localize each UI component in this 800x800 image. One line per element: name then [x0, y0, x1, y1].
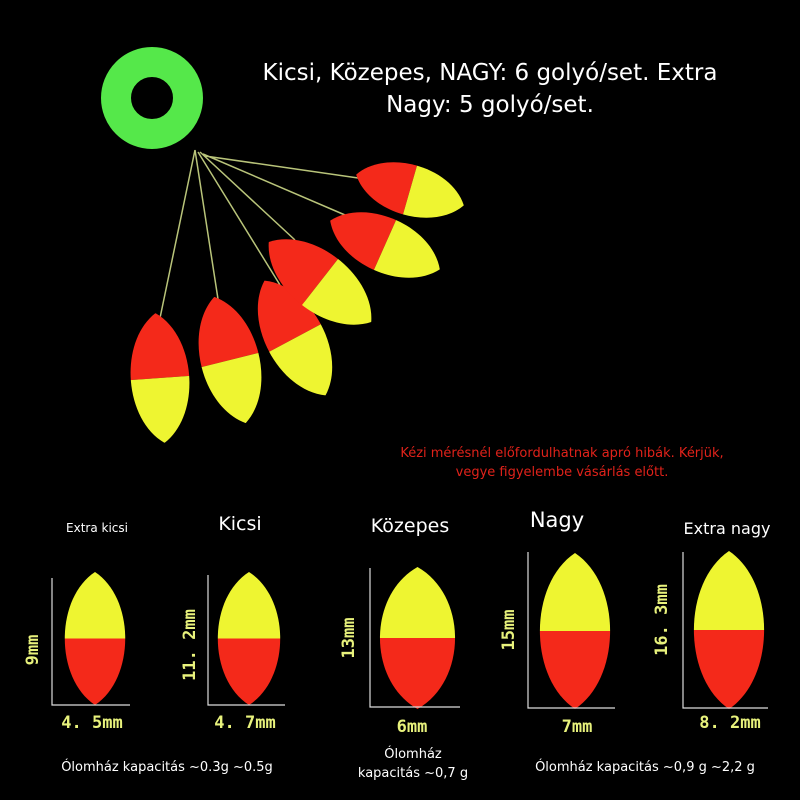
header-line: Nagy: 5 golyó/set. [386, 92, 594, 118]
rig-illustration [101, 47, 471, 445]
capacity-note: Ólomház kapacitás ~0.3g ~0.5g [61, 759, 273, 775]
measure-lines [51, 552, 768, 709]
capacity-note: Ólomház kapacitás ~0,9 g ~2,2 g [535, 759, 755, 775]
cords [159, 149, 373, 326]
height-label: 16. 3mm [652, 584, 672, 656]
size-name: Extra kicsi [66, 521, 128, 535]
height-label: 13mm [339, 618, 359, 659]
size-name: Kicsi [218, 513, 261, 535]
ring [101, 47, 203, 149]
notice-line: Kézi mérésnél előfordulhatnak apró hibák… [400, 446, 723, 461]
size-name: Közepes [371, 515, 449, 537]
width-label: 7mm [562, 717, 593, 737]
header-line: Kicsi, Közepes, NAGY: 6 golyó/set. Extra [263, 60, 718, 86]
width-label: 6mm [397, 717, 428, 737]
capacity-note: kapacitás ~0,7 g [358, 766, 468, 781]
width-label: 8. 2mm [699, 713, 760, 733]
size-name: Extra nagy [684, 519, 771, 538]
height-label: 11. 2mm [180, 609, 200, 681]
size-name: Nagy [530, 508, 584, 532]
notice-line: vegye figyelembe vásárlás előtt. [456, 465, 669, 480]
capacity-note: Ólomház [384, 746, 442, 762]
width-label: 4. 7mm [214, 713, 275, 733]
height-label: 9mm [23, 635, 43, 666]
width-label: 4. 5mm [61, 713, 122, 733]
height-label: 15mm [499, 610, 519, 651]
